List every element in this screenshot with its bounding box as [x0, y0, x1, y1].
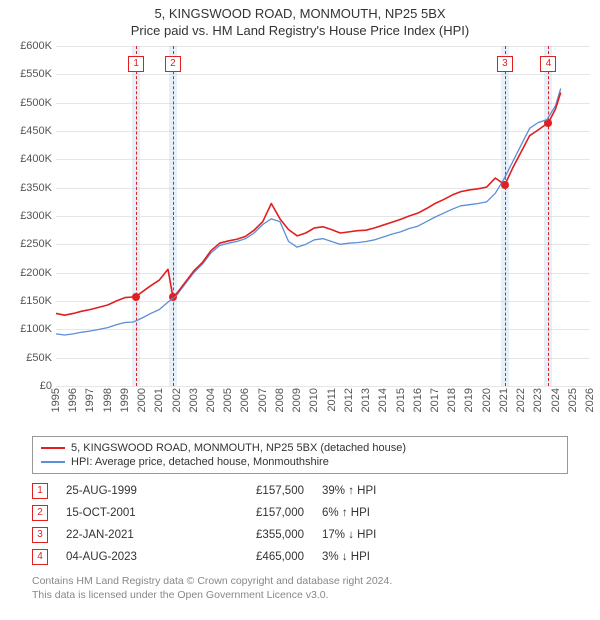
legend-label: HPI: Average price, detached house, Monm…: [71, 456, 329, 468]
x-tick-label: 2019: [463, 388, 475, 412]
event-row-price: £157,500: [214, 485, 304, 497]
x-tick-label: 1999: [119, 388, 131, 412]
x-tick-label: 2020: [481, 388, 493, 412]
x-tick-label: 2015: [395, 388, 407, 412]
series-hpi: [56, 89, 561, 336]
events-row: 3 22-JAN-2021 £355,000 17% ↓ HPI: [32, 524, 568, 546]
x-tick-label: 2026: [584, 388, 596, 412]
y-tick-label: £600K: [6, 40, 52, 52]
events-table: 1 25-AUG-1999 £157,500 39% ↑ HPI 2 15-OCT-200…: [32, 480, 568, 568]
x-tick-label: 2025: [567, 388, 579, 412]
x-tick-label: 2007: [257, 388, 269, 412]
x-tick-label: 2023: [532, 388, 544, 412]
x-tick-label: 1998: [102, 388, 114, 412]
y-tick-label: £0: [6, 380, 52, 392]
y-tick-label: £400K: [6, 153, 52, 165]
legend: 5, KINGSWOOD ROAD, MONMOUTH, NP25 5BX (d…: [32, 436, 568, 474]
events-row: 1 25-AUG-1999 £157,500 39% ↑ HPI: [32, 480, 568, 502]
x-tick-label: 1995: [50, 388, 62, 412]
chart-subtitle: Price paid vs. HM Land Registry's House …: [0, 23, 600, 38]
x-tick-label: 2016: [412, 388, 424, 412]
footer-line: This data is licensed under the Open Gov…: [32, 588, 568, 602]
legend-label: 5, KINGSWOOD ROAD, MONMOUTH, NP25 5BX (d…: [71, 442, 406, 454]
y-tick-label: £500K: [6, 97, 52, 109]
footer-attribution: Contains HM Land Registry data © Crown c…: [32, 574, 568, 602]
event-row-diff: 17% ↓ HPI: [322, 529, 432, 541]
x-tick-label: 2003: [188, 388, 200, 412]
footer-line: Contains HM Land Registry data © Crown c…: [32, 574, 568, 588]
event-row-price: £465,000: [214, 551, 304, 563]
events-row: 4 04-AUG-2023 £465,000 3% ↓ HPI: [32, 546, 568, 568]
x-tick-label: 2017: [429, 388, 441, 412]
series-property: [56, 92, 561, 315]
x-tick-label: 2002: [171, 388, 183, 412]
chart-container: 5, KINGSWOOD ROAD, MONMOUTH, NP25 5BX Pr…: [0, 0, 600, 602]
x-tick-label: 2018: [446, 388, 458, 412]
event-row-badge: 2: [32, 505, 48, 521]
event-row-diff: 3% ↓ HPI: [322, 551, 432, 563]
y-tick-label: £450K: [6, 125, 52, 137]
x-tick-label: 2008: [274, 388, 286, 412]
y-tick-label: £350K: [6, 182, 52, 194]
x-tick-label: 2006: [239, 388, 251, 412]
legend-swatch: [41, 461, 65, 463]
x-tick-label: 2024: [550, 388, 562, 412]
x-tick-label: 1997: [84, 388, 96, 412]
legend-item-hpi: HPI: Average price, detached house, Monm…: [41, 455, 559, 469]
x-tick-label: 2005: [222, 388, 234, 412]
legend-item-property: 5, KINGSWOOD ROAD, MONMOUTH, NP25 5BX (d…: [41, 441, 559, 455]
x-tick-label: 2010: [308, 388, 320, 412]
y-tick-label: £150K: [6, 295, 52, 307]
event-row-price: £157,000: [214, 507, 304, 519]
x-tick-label: 2011: [326, 388, 338, 412]
x-tick-label: 2001: [153, 388, 165, 412]
x-tick-label: 2013: [360, 388, 372, 412]
y-tick-label: £550K: [6, 68, 52, 80]
event-row-badge: 3: [32, 527, 48, 543]
plot-area: £0£50K£100K£150K£200K£250K£300K£350K£400…: [56, 46, 590, 386]
y-tick-label: £100K: [6, 323, 52, 335]
y-tick-label: £300K: [6, 210, 52, 222]
x-tick-label: 2012: [343, 388, 355, 412]
chart-title: 5, KINGSWOOD ROAD, MONMOUTH, NP25 5BX: [0, 6, 600, 21]
event-row-diff: 39% ↑ HPI: [322, 485, 432, 497]
event-row-badge: 4: [32, 549, 48, 565]
x-tick-label: 2000: [136, 388, 148, 412]
x-tick-label: 2009: [291, 388, 303, 412]
event-row-diff: 6% ↑ HPI: [322, 507, 432, 519]
chart-titles: 5, KINGSWOOD ROAD, MONMOUTH, NP25 5BX Pr…: [0, 0, 600, 38]
legend-swatch: [41, 447, 65, 449]
y-tick-label: £200K: [6, 267, 52, 279]
events-row: 2 15-OCT-2001 £157,000 6% ↑ HPI: [32, 502, 568, 524]
x-tick-label: 2022: [515, 388, 527, 412]
x-axis-labels: 1995199619971998199920002001200220032004…: [56, 386, 590, 428]
y-tick-label: £250K: [6, 238, 52, 250]
x-tick-label: 1996: [67, 388, 79, 412]
x-tick-label: 2014: [377, 388, 389, 412]
event-row-date: 04-AUG-2023: [66, 551, 196, 563]
event-row-date: 15-OCT-2001: [66, 507, 196, 519]
event-row-price: £355,000: [214, 529, 304, 541]
x-tick-label: 2021: [498, 388, 510, 412]
event-row-badge: 1: [32, 483, 48, 499]
event-row-date: 22-JAN-2021: [66, 529, 196, 541]
x-tick-label: 2004: [205, 388, 217, 412]
y-tick-label: £50K: [6, 352, 52, 364]
event-row-date: 25-AUG-1999: [66, 485, 196, 497]
